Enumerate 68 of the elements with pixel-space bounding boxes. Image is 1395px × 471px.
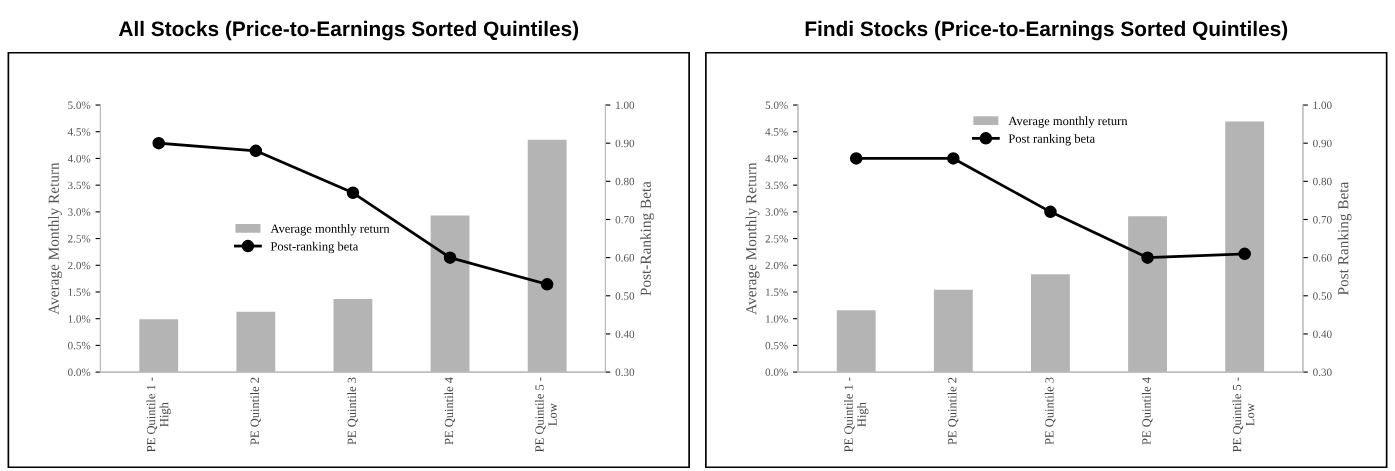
- y-tick-label: 1.0%: [68, 315, 91, 323]
- y2-tick-label: 0.40: [1313, 330, 1332, 338]
- y-tick-label: 3.0%: [68, 208, 91, 216]
- y-tick-label: 1.5%: [68, 288, 91, 296]
- y-tick-label: 5.0%: [68, 101, 91, 110]
- x-tick-label: PE Quintile 2: [947, 377, 959, 445]
- y-tick-label: 1.0%: [766, 315, 788, 323]
- y-tick-label: 4.5%: [765, 128, 788, 136]
- chart-title: All Stocks (Price-to-Earnings Sorted Quintiles): [118, 20, 579, 41]
- x-tick-label: PE Quintile 1 - High: [146, 377, 171, 452]
- y2-tick-label: 1.00: [616, 101, 635, 110]
- y-tick-label: 4.5%: [67, 128, 91, 136]
- y-axis-title: Average Monthly Return: [48, 162, 63, 315]
- chart-title: Findi Stocks (Price-to-Earnings Sorted Quintiles): [805, 20, 1288, 41]
- x-tick-label: PE Quintile 4: [444, 377, 456, 445]
- y-tick-label: 2.0%: [68, 261, 91, 270]
- y-axis-title: Average Monthly Return: [745, 162, 760, 315]
- point: [249, 144, 263, 158]
- y-tick-label: 5.0%: [765, 101, 788, 110]
- point: [947, 152, 960, 165]
- y2-tick-label: 0.60: [1313, 254, 1332, 262]
- x-tick-label: PE Quintile 5 - Low: [534, 377, 557, 452]
- legend-label: Average monthly return: [270, 224, 390, 236]
- y-tick-label: 0.5%: [765, 341, 788, 350]
- y-tick-label: 0.0%: [765, 368, 788, 377]
- y-tick-label: 4.0%: [67, 154, 91, 163]
- y-tick-label: 3.5%: [765, 181, 788, 190]
- y2-tick-label: 0.90: [615, 139, 635, 148]
- point: [1044, 205, 1057, 219]
- y2-tick-label: 0.60: [615, 254, 635, 262]
- x-tick-label: PE Quintile 2: [250, 377, 261, 445]
- point: [849, 152, 863, 165]
- point: [346, 186, 360, 200]
- y-tick-label: 2.5%: [765, 235, 788, 243]
- y2-tick-label: 0.70: [615, 215, 635, 224]
- legend-label: Post-ranking beta: [270, 241, 359, 254]
- y2-tick-label: 0.70: [1313, 215, 1332, 224]
- y2-tick-label: 0.50: [615, 292, 635, 300]
- x-tick-label: PE Quintile 3: [347, 377, 358, 445]
- y2-tick-label: 0.40: [615, 330, 635, 338]
- x-tick-label: PE Quintile 5 - Low: [1232, 377, 1255, 452]
- y-tick-label: 2.0%: [765, 261, 788, 270]
- y-tick-label: 4.0%: [765, 154, 788, 163]
- y-tick-label: 2.5%: [68, 235, 91, 243]
- x-tick-label: PE Quintile 1 - High: [843, 377, 869, 452]
- y-tick-label: 0.5%: [68, 341, 91, 350]
- x-tick-label: PE Quintile 4: [1141, 377, 1153, 445]
- y2-axis-title: Post Ranking Beta: [1337, 181, 1352, 295]
- y2-tick-label: 0.50: [1313, 292, 1332, 300]
- y2-tick-label: 0.80: [1313, 177, 1332, 186]
- legend-label: Post ranking beta: [1008, 134, 1095, 146]
- point: [540, 278, 554, 291]
- y-tick-label: 3.5%: [68, 181, 91, 190]
- y2-tick-label: 0.30: [615, 368, 635, 377]
- point: [1238, 247, 1251, 261]
- y2-tick-label: 0.80: [615, 177, 635, 186]
- legend-label: Average monthly return: [1008, 116, 1128, 128]
- point: [443, 251, 457, 264]
- y-tick-label: 0.0%: [68, 368, 91, 377]
- y-tick-label: 3.0%: [765, 208, 788, 216]
- point: [152, 136, 165, 150]
- y2-tick-label: 0.30: [1313, 368, 1332, 377]
- y-tick-label: 1.5%: [766, 288, 788, 296]
- x-tick-label: PE Quintile 3: [1044, 377, 1056, 445]
- y2-axis-title: Post-Ranking Beta: [640, 181, 655, 296]
- point: [1141, 251, 1154, 264]
- y2-tick-label: 0.90: [1313, 139, 1332, 148]
- y2-tick-label: 1.00: [1313, 101, 1332, 110]
